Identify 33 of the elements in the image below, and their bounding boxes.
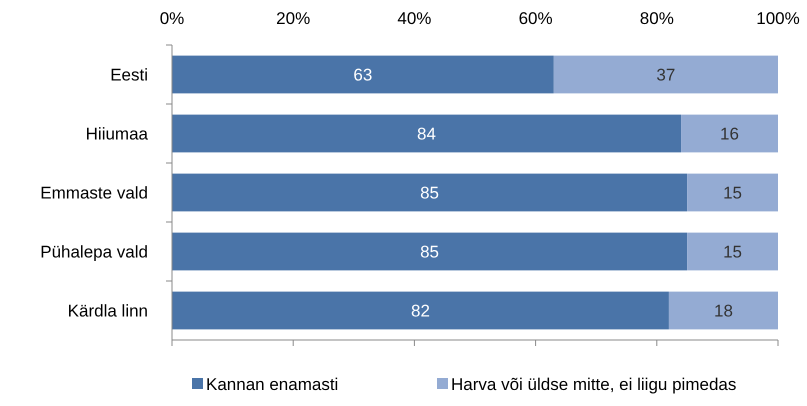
bar [681,114,778,152]
data-label: 37 [656,65,676,84]
x-tick-label: 80% [640,9,674,28]
bar [554,56,778,94]
bar [172,114,682,152]
bar [172,56,554,94]
legend-label: Harva või üldse mitte, ei liigu pimedas [451,374,736,394]
bar [172,232,688,270]
data-label: 85 [420,183,440,202]
bar [687,174,778,212]
x-tick-label: 100% [756,9,800,28]
data-label: 63 [353,65,372,84]
bar [172,292,669,330]
bar [172,174,688,212]
x-tick-label: 0% [160,9,184,28]
y-tick-label: Hiiumaa [86,124,149,144]
x-tick-label: 40% [397,9,432,28]
x-tick-label: 60% [518,9,553,28]
bar [668,292,778,330]
data-label: 16 [720,124,739,144]
data-label: 85 [420,242,440,262]
x-tick-label: 20% [276,9,310,28]
bar [687,232,778,270]
data-label: 84 [417,124,436,144]
y-tick-label: Kärdla linn [68,301,148,320]
legend-label: Kannan enamasti [206,374,338,394]
y-tick-label: Eesti [110,65,148,84]
y-tick-label: Emmaste vald [40,183,148,202]
y-tick-label: Pühalepa vald [40,242,148,262]
data-label: 82 [411,301,430,320]
data-label: 18 [714,301,733,320]
data-label: 15 [723,183,742,202]
data-label: 15 [723,242,742,262]
